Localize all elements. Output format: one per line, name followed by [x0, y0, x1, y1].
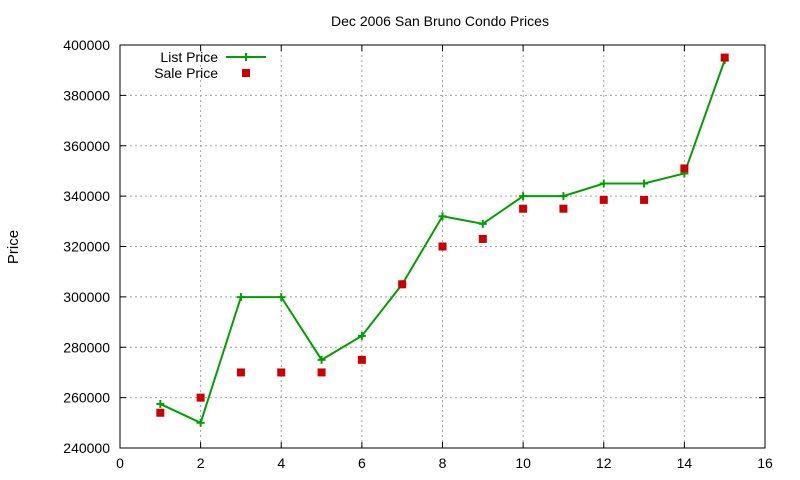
list-price-point	[640, 179, 649, 188]
axis-ticks: 0 2 4 6 8 10 12 14 16 240000 260000 280000 300000 320…	[63, 37, 773, 471]
list-price-point	[519, 192, 528, 201]
sale-price-point	[478, 234, 487, 243]
list-price-point	[599, 179, 608, 188]
y-tick-label: 300000	[63, 289, 110, 305]
x-tick-label: 2	[197, 455, 205, 471]
y-tick-label: 280000	[63, 339, 110, 355]
sale-price-point	[680, 164, 689, 173]
sale-price-point	[599, 195, 608, 204]
x-tick-label: 6	[358, 455, 366, 471]
legend-label: Sale Price	[154, 65, 218, 81]
sale-price-point	[559, 204, 568, 213]
y-tick-label: 360000	[63, 138, 110, 154]
x-tick-label: 14	[677, 455, 693, 471]
sale-price-point	[438, 242, 447, 251]
x-tick-label: 0	[116, 455, 124, 471]
legend-plus-marker	[242, 53, 250, 61]
sale-price-point	[720, 53, 729, 62]
list-price-point	[196, 418, 205, 427]
sale-price-point	[196, 393, 205, 402]
sale-price-point	[398, 280, 407, 289]
x-tick-label: 12	[596, 455, 612, 471]
sale-price-point	[357, 355, 366, 364]
list-price-point	[559, 192, 568, 201]
list-price-point	[277, 293, 286, 302]
x-tick-label: 10	[515, 455, 531, 471]
y-tick-label: 400000	[63, 37, 110, 53]
legend-label: List Price	[160, 49, 218, 65]
x-tick-label: 4	[277, 455, 285, 471]
sale-price-point	[519, 204, 528, 213]
list-price-point	[478, 219, 487, 228]
sale-price-point	[236, 368, 245, 377]
y-tick-label: 240000	[63, 440, 110, 456]
series	[156, 53, 729, 427]
x-tick-label: 8	[439, 455, 447, 471]
y-tick-label: 380000	[63, 87, 110, 103]
list-price-point	[438, 212, 447, 221]
sale-price-point	[640, 195, 649, 204]
x-tick-label: 16	[757, 455, 773, 471]
series-sale-price	[156, 53, 729, 417]
sale-price-point	[317, 368, 326, 377]
list-price-point	[156, 399, 165, 408]
y-tick-label: 320000	[63, 239, 110, 255]
chart-title: Dec 2006 San Bruno Condo Prices	[331, 13, 549, 29]
list-price-point	[236, 293, 245, 302]
list-price-point	[357, 331, 366, 340]
sale-price-point	[156, 408, 165, 417]
y-tick-label: 260000	[63, 390, 110, 406]
sale-price-point	[277, 368, 286, 377]
legend-square-marker	[242, 69, 250, 77]
list-price-point	[317, 355, 326, 364]
y-axis-label: Price	[5, 230, 22, 264]
y-tick-label: 340000	[63, 188, 110, 204]
